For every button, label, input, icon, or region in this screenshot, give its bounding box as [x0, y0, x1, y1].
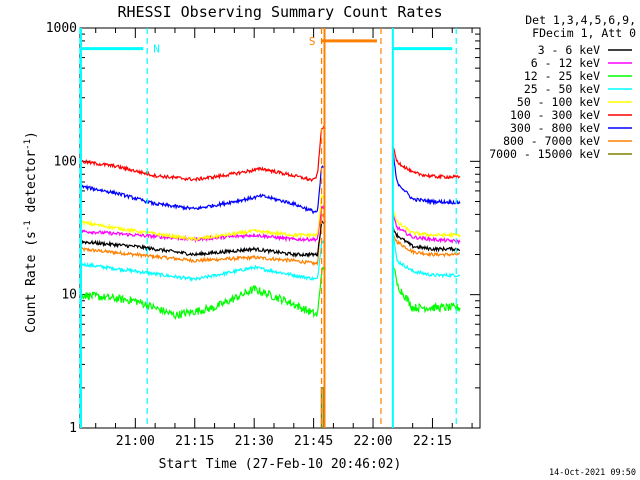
- plot-frame: [79, 27, 481, 429]
- series-line-800-7000kev: [392, 233, 461, 258]
- legend-label: 12 - 25 keV: [524, 69, 600, 83]
- series-line-6-12kev: [392, 212, 461, 245]
- x-tick-label: 22:15: [413, 434, 452, 449]
- legend-label: 25 - 50 keV: [524, 82, 600, 96]
- series-line-25-50kev: [79, 238, 326, 283]
- x-tick-label: 21:00: [116, 434, 155, 449]
- legend-label: 7000 - 15000 keV: [489, 147, 600, 161]
- annotation-label: S: [309, 35, 316, 48]
- y-tick-label: 10: [61, 288, 77, 303]
- legend-label: 50 - 100 keV: [517, 95, 600, 109]
- x-tick-label: 21:30: [235, 434, 274, 449]
- legend-label: 800 - 7000 keV: [503, 134, 600, 148]
- series-line-25-50kev: [392, 233, 461, 279]
- legend-header-line-2: FDecim 1, Att 0: [532, 26, 636, 40]
- x-tick-label: 21:15: [175, 434, 214, 449]
- series-line-100-300kev: [79, 125, 326, 183]
- series-line-100-300kev: [392, 147, 461, 180]
- y-tick-label: 1: [69, 421, 77, 436]
- chart-title: RHESSI Observing Summary Count Rates: [117, 3, 442, 21]
- series-line-12-25kev: [392, 263, 461, 314]
- y-axis-label-prefix: Count Rate (s: [24, 231, 39, 333]
- series-line-12-25kev: [79, 266, 326, 321]
- series-line-50-100kev: [392, 207, 461, 239]
- y-axis-label-exp1: -1: [23, 220, 33, 231]
- series-line-300-800kev: [392, 150, 461, 206]
- series-line-3-6kev: [79, 220, 326, 259]
- x-axis-label: Start Time (27-Feb-10 20:46:02): [159, 457, 402, 472]
- series-line-800-7000kev: [79, 211, 326, 267]
- x-tick-label: 22:00: [353, 434, 392, 449]
- y-tick-label: 1000: [46, 21, 77, 36]
- footer-timestamp: 14-Oct-2021 09:50: [549, 468, 636, 478]
- y-axis-label: Count Rate (s-1 detector-1): [23, 131, 39, 333]
- legend-label: 300 - 800 keV: [510, 121, 600, 135]
- legend-label: 6 - 12 keV: [531, 56, 600, 70]
- y-axis-label-close: ): [24, 131, 39, 139]
- series-line-50-100kev: [79, 194, 326, 243]
- legend-label: 3 - 6 keV: [538, 43, 600, 57]
- series-line-300-800kev: [79, 164, 326, 215]
- y-axis-label-exp2: -1: [23, 139, 33, 150]
- legend-header-line-1: Det 1,3,4,5,6,9,: [525, 13, 636, 27]
- series-line-6-12kev: [79, 204, 326, 244]
- series-line-3-6kev: [392, 226, 461, 253]
- y-tick-label: 100: [54, 154, 77, 169]
- y-axis-label-mid: detector: [24, 150, 39, 221]
- annotation-label: N: [153, 43, 160, 56]
- x-tick-label: 21:45: [294, 434, 333, 449]
- legend-label: 100 - 300 keV: [510, 108, 600, 122]
